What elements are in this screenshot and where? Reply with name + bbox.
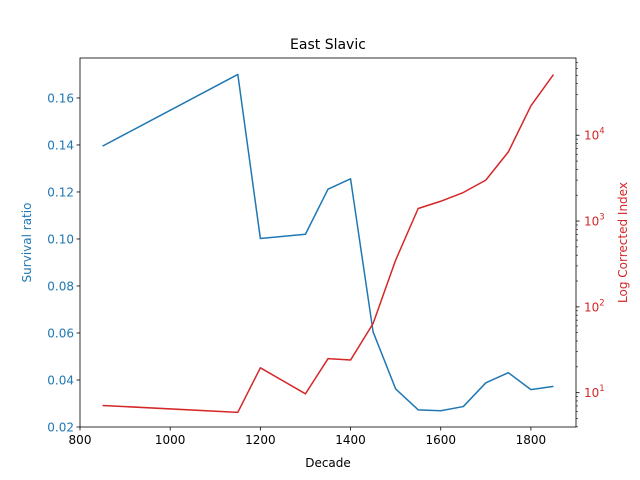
y-axis-right-label: Log Corrected Index [616,182,630,303]
x-axis-label: Decade [305,456,351,470]
y-axis-right: 101 102 103 104 [576,62,605,428]
y-left-tick-label: 0.14 [47,138,74,152]
x-tick-label: 1800 [516,433,547,447]
x-tick-label: 1000 [155,433,186,447]
x-tick-label: 1200 [245,433,276,447]
y-left-tick-label: 0.10 [47,232,74,246]
plot-lines [102,73,555,414]
y-left-tick-label: 0.04 [47,373,74,387]
y-right-tick-label: 103 [584,213,605,229]
x-axis: 800 1000 1200 1400 1600 1800 [69,427,547,447]
y-right-tick-label: 102 [584,298,605,314]
y-axis-left: 0.02 0.04 0.06 0.08 0.10 0.12 0.14 0.16 [47,91,80,435]
y-left-tick-label: 0.12 [47,185,74,199]
y-left-tick-label: 0.16 [47,91,74,105]
series-line-right [102,74,555,414]
x-tick-label: 1600 [425,433,456,447]
y-left-tick-label: 0.06 [47,326,74,340]
y-right-tick-label: 104 [584,127,605,143]
y-right-tick-label: 101 [584,384,605,400]
x-tick-label: 800 [69,433,92,447]
y-left-tick-label: 0.08 [47,279,74,293]
y-axis-left-label: Survival ratio [20,203,34,283]
chart-title: East Slavic [290,37,366,53]
series-line-left [102,73,554,412]
plot-frame [79,57,577,428]
x-tick-label: 1400 [335,433,366,447]
y-left-tick-label: 0.02 [47,421,74,435]
